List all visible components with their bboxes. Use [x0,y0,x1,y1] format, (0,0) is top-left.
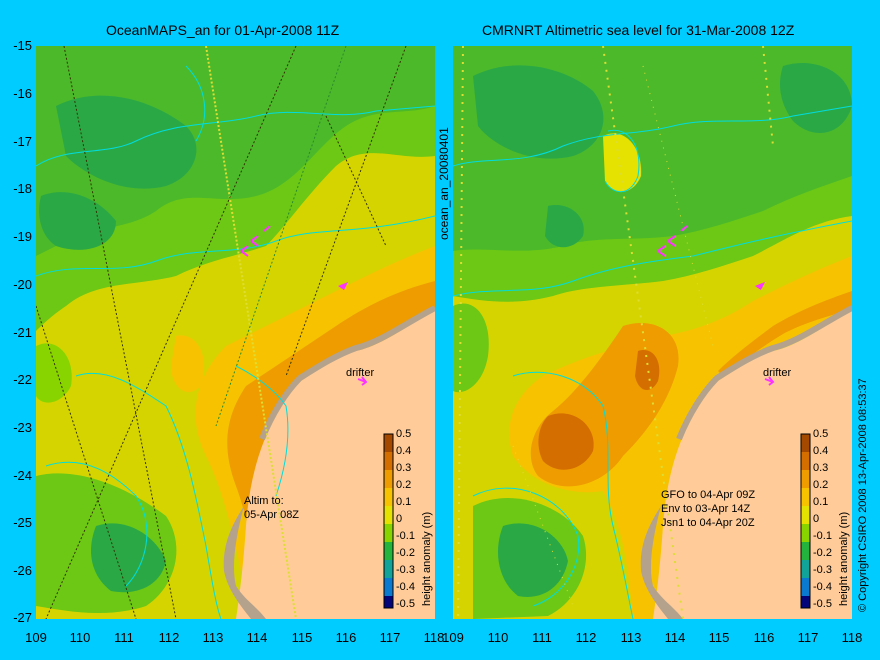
drifter-label: drifter [763,367,792,379]
y-tick-label: -25 [13,515,32,530]
x-tick-label: 113 [620,630,642,645]
right-map-graphic [453,46,852,619]
colorbar-tick: 0.1 [813,496,829,508]
left-map-panel: Altim to: 05-Apr 08Z drifter 0.5 0.4 0.3… [36,46,435,619]
y-tick-label: -16 [13,86,32,101]
copyright-label: © Copyright CSIRO 2008 13-Apr-2008 08:53… [857,378,869,612]
x-tick-label: 109 [442,630,464,645]
y-tick-label: -21 [13,325,32,340]
x-tick-label: 112 [575,630,597,645]
colorbar-tick: -0.2 [813,547,832,559]
x-tick-label: 115 [291,630,313,645]
colorbar-tick: -0.5 [813,598,832,610]
x-tick-label: 110 [69,630,91,645]
colorbar-tick: 0.4 [396,445,412,457]
colorbar-tick: 0.3 [396,462,412,474]
y-tick-label: -27 [13,610,32,625]
altim-line2: 05-Apr 08Z [244,509,300,521]
run-id-label: ocean_an_20080401 [437,127,451,240]
colorbar-tick: 0.4 [813,445,829,457]
colorbar-tick: -0.5 [396,598,415,610]
x-tick-label: 116 [753,630,775,645]
colorbar-tick: -0.1 [396,530,415,542]
right-map-title: CMRNRT Altimetric sea level for 31-Mar-2… [482,22,795,38]
colorbar-tick: -0.4 [396,581,415,593]
x-tick-label: 115 [708,630,730,645]
x-tick-label: 113 [202,630,224,645]
x-tick-label: 117 [797,630,819,645]
colorbar-tick: 0.5 [813,428,829,440]
x-tick-label: 114 [246,630,268,645]
x-tick-label: 111 [114,630,134,645]
colorbar-tick: -0.3 [813,564,832,576]
colorbar-tick: 0.1 [396,496,412,508]
colorbar-label: height anomaly (m) [838,511,850,606]
colorbar-tick: -0.3 [396,564,415,576]
x-tick-label: 118 [423,630,445,645]
gfo-label: GFO to 04-Apr 09Z [661,489,756,501]
jsn-label: Jsn1 to 04-Apr 20Z [661,517,755,529]
left-map-graphic [36,46,435,619]
colorbar-label: height anomaly (m) [421,511,433,606]
colorbar-tick: 0.3 [813,462,829,474]
y-tick-label: -19 [13,229,32,244]
x-tick-label: 111 [532,630,552,645]
x-tick-label: 109 [25,630,47,645]
right-map-panel: GFO to 04-Apr 09Z Env to 03-Apr 14Z Jsn1… [453,46,852,619]
y-tick-label: -17 [13,134,32,149]
y-tick-label: -26 [13,563,32,578]
satellite-legend: GFO to 04-Apr 09Z Env to 03-Apr 14Z Jsn1… [661,488,755,530]
drifter-label: drifter [346,367,375,379]
colorbar-tick: -0.2 [396,547,415,559]
y-tick-label: -24 [13,468,32,483]
x-tick-label: 110 [487,630,509,645]
env-label: Env to 03-Apr 14Z [661,503,751,515]
altim-line1: Altim to: [244,495,284,507]
y-tick-label: -22 [13,372,32,387]
colorbar-tick: -0.1 [813,530,832,542]
y-tick-label: -23 [13,420,32,435]
x-tick-label: 117 [379,630,401,645]
altim-label: Altim to: 05-Apr 08Z [244,494,299,522]
colorbar-tick: 0 [396,513,403,525]
y-tick-label: -18 [13,181,32,196]
x-tick-label: 116 [335,630,357,645]
x-tick-label: 112 [158,630,180,645]
colorbar-tick: 0.2 [813,479,829,491]
colorbar-tick: 0.5 [396,428,412,440]
x-tick-label: 114 [664,630,686,645]
y-tick-label: -20 [13,277,32,292]
y-tick-label: -15 [13,38,32,53]
colorbar-tick: -0.4 [813,581,832,593]
left-map-title: OceanMAPS_an for 01-Apr-2008 11Z [106,22,340,38]
colorbar-tick: 0 [813,513,820,525]
x-tick-label: 118 [841,630,863,645]
colorbar-tick: 0.2 [396,479,412,491]
